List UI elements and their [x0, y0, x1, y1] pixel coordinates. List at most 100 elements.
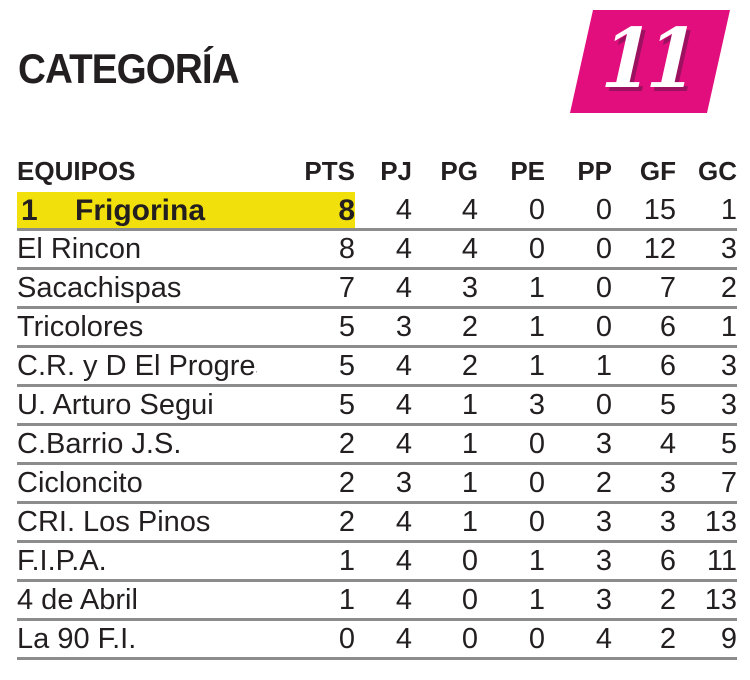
- pts-cell: 0: [257, 619, 355, 660]
- gf-cell: 2: [612, 619, 676, 660]
- team-cell: Tricolores: [17, 307, 257, 348]
- gc-cell: 3: [676, 229, 737, 270]
- team-name: Frigorina: [75, 194, 206, 227]
- pe-cell: 1: [478, 268, 545, 309]
- team-cell: El Rincon: [17, 229, 257, 270]
- pts-cell: 5: [257, 346, 355, 387]
- col-header-pj: PJ: [380, 156, 412, 186]
- pj-cell: 4: [355, 385, 412, 426]
- team-name: F.I.P.A.: [17, 545, 107, 577]
- team-cell: La 90 F.I.: [17, 619, 257, 660]
- team-name: La 90 F.I.: [17, 623, 137, 655]
- pe-cell: 1: [478, 580, 545, 621]
- pp-cell: 3: [545, 424, 612, 465]
- pp-cell: 3: [545, 541, 612, 582]
- pp-cell: 0: [545, 307, 612, 348]
- table-row: 4 de Abril 1 4 0 1 3 2 13: [17, 580, 737, 621]
- col-header-pg: PG: [440, 156, 478, 186]
- pj-cell: 4: [355, 619, 412, 660]
- col-header-pts: PTS: [304, 156, 355, 186]
- team-name: Cicloncito: [17, 467, 143, 499]
- col-header-pp: PP: [577, 156, 612, 186]
- gf-cell: 3: [612, 463, 676, 504]
- team-cell: C.R. y D El Progreso: [17, 346, 257, 387]
- pg-cell: 2: [412, 346, 478, 387]
- team-name: 4 de Abril: [17, 584, 138, 616]
- header-row: EQUIPOS PTS PJ PG PE PP GF GC: [17, 148, 737, 192]
- gc-cell: 1: [676, 307, 737, 348]
- pg-cell: 4: [412, 229, 478, 270]
- pg-cell: 1: [412, 385, 478, 426]
- gc-cell: 1: [676, 192, 737, 231]
- table-row: C.R. y D El Progreso 5 4 2 1 1 6 3: [17, 346, 737, 387]
- gf-cell: 2: [612, 580, 676, 621]
- pg-cell: 0: [412, 541, 478, 582]
- gc-cell: 3: [676, 346, 737, 387]
- gc-cell: 2: [676, 268, 737, 309]
- pe-cell: 0: [478, 192, 545, 231]
- pp-cell: 0: [545, 268, 612, 309]
- pp-cell: 0: [545, 385, 612, 426]
- pg-cell: 2: [412, 307, 478, 348]
- pg-cell: 3: [412, 268, 478, 309]
- pts-cell: 2: [257, 424, 355, 465]
- table-row: CRI. Los Pinos 2 4 1 0 3 3 13: [17, 502, 737, 543]
- pp-cell: 3: [545, 502, 612, 543]
- gc-cell: 3: [676, 385, 737, 426]
- gf-cell: 4: [612, 424, 676, 465]
- team-cell: F.I.P.A.: [17, 541, 257, 582]
- pts-cell: 5: [257, 385, 355, 426]
- pg-cell: 0: [412, 580, 478, 621]
- pp-cell: 0: [545, 229, 612, 270]
- pp-cell: 2: [545, 463, 612, 504]
- team-cell: CRI. Los Pinos: [17, 502, 257, 543]
- gc-cell: 13: [676, 580, 737, 621]
- table-row: La 90 F.I. 0 4 0 0 4 2 9: [17, 619, 737, 660]
- pts-cell: 5: [257, 307, 355, 348]
- pe-cell: 0: [478, 229, 545, 270]
- pj-cell: 4: [355, 229, 412, 270]
- team-name: C.Barrio J.S.: [17, 428, 182, 460]
- table-row: F.I.P.A. 1 4 0 1 3 6 11: [17, 541, 737, 582]
- pg-cell: 4: [412, 192, 478, 231]
- pe-cell: 0: [478, 463, 545, 504]
- pe-cell: 0: [478, 502, 545, 543]
- gf-cell: 7: [612, 268, 676, 309]
- category-number-badge: 11: [569, 10, 730, 113]
- team-name: Tricolores: [17, 311, 144, 343]
- gf-cell: 6: [612, 307, 676, 348]
- pts-cell: 2: [257, 502, 355, 543]
- pg-cell: 1: [412, 424, 478, 465]
- standings-table: EQUIPOS PTS PJ PG PE PP GF GC 1 Frigorina…: [17, 148, 737, 660]
- gc-cell: 13: [676, 502, 737, 543]
- pg-cell: 0: [412, 619, 478, 660]
- gc-cell: 11: [676, 541, 737, 582]
- table-row: Cicloncito 2 3 1 0 2 3 7: [17, 463, 737, 504]
- pts-cell: 2: [257, 463, 355, 504]
- pp-cell: 4: [545, 619, 612, 660]
- pts-cell: 8: [257, 229, 355, 270]
- team-name: C.R. y D El Progreso: [17, 350, 257, 382]
- team-cell: 1 Frigorina: [17, 192, 257, 231]
- pts-cell: 1: [257, 541, 355, 582]
- team-cell: 4 de Abril: [17, 580, 257, 621]
- team-cell: U. Arturo Segui: [17, 385, 257, 426]
- page-title: CATEGORÍA: [18, 45, 240, 92]
- pg-cell: 1: [412, 463, 478, 504]
- gf-cell: 15: [612, 192, 676, 231]
- pts-cell: 8: [257, 192, 355, 231]
- col-header-gf: GF: [639, 156, 676, 186]
- table-row: 1 Frigorina 8 4 4 0 0 15 1: [17, 192, 737, 231]
- gc-cell: 5: [676, 424, 737, 465]
- table-row: Tricolores 5 3 2 1 0 6 1: [17, 307, 737, 348]
- col-header-equipos: EQUIPOS: [17, 156, 136, 186]
- pj-cell: 3: [355, 307, 412, 348]
- pe-cell: 3: [478, 385, 545, 426]
- team-name: CRI. Los Pinos: [17, 506, 211, 538]
- gc-cell: 9: [676, 619, 737, 660]
- pj-cell: 4: [355, 502, 412, 543]
- pg-cell: 1: [412, 502, 478, 543]
- pe-cell: 0: [478, 424, 545, 465]
- team-cell: Cicloncito: [17, 463, 257, 504]
- team-cell: Sacachispas: [17, 268, 257, 309]
